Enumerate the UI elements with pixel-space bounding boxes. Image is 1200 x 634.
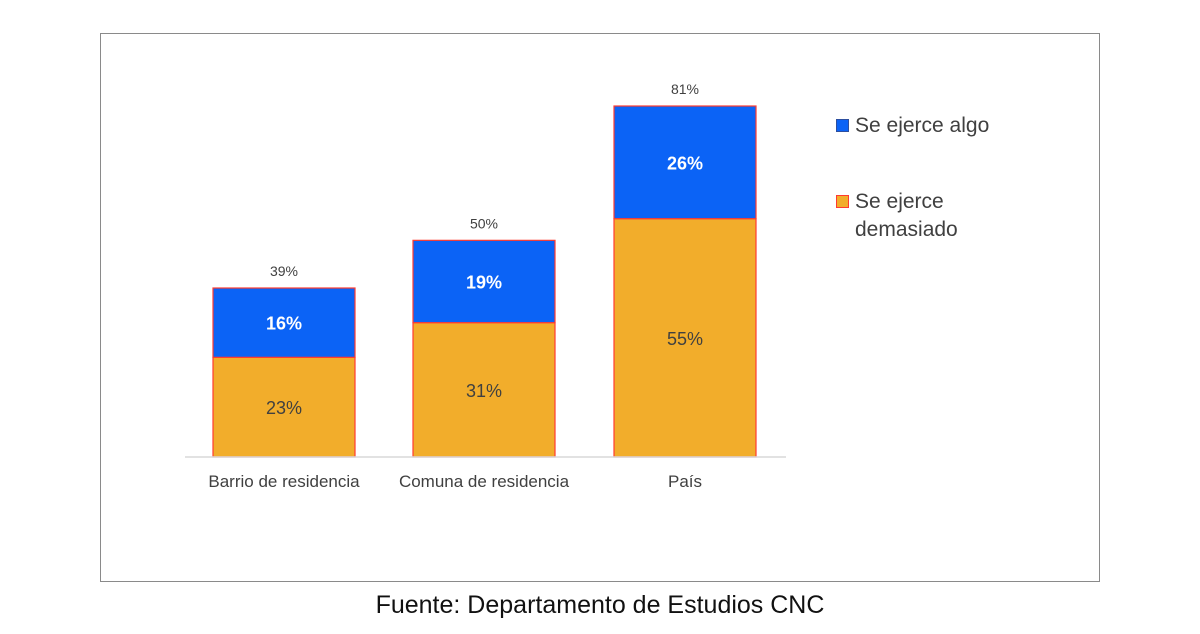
legend-swatch-orange xyxy=(836,195,849,208)
bars-layer xyxy=(212,105,757,458)
orange-bar-segment-3 xyxy=(613,218,757,458)
blue-bar-segment-1 xyxy=(212,287,356,358)
blue-bar-segment-3 xyxy=(613,105,757,220)
legend-item-se-ejerce-demasiado: Se ejerce demasiado xyxy=(836,188,1066,244)
blue-segment-label-1: 16% xyxy=(266,314,302,334)
blue-bar-segment-2 xyxy=(412,239,556,324)
total-label-1: 39% xyxy=(270,263,298,279)
category-label-1: Barrio de residencia xyxy=(208,472,360,491)
chart-legend: Se ejerce algo Se ejerce demasiado xyxy=(836,112,1066,244)
orange-segment-label-3: 55% xyxy=(667,329,703,349)
legend-item-se-ejerce-algo: Se ejerce algo xyxy=(836,112,1066,140)
labels-layer: 23% 16% 39% Barrio de residencia 31% 19% 50% Co… xyxy=(208,81,703,491)
blue-segment-label-3: 26% xyxy=(667,153,703,173)
legend-label-se-ejerce-demasiado: Se ejerce demasiado xyxy=(855,190,958,241)
total-label-3: 81% xyxy=(671,81,699,97)
category-label-2: Comuna de residencia xyxy=(399,472,570,491)
category-label-3: País xyxy=(668,472,702,491)
orange-segment-label-1: 23% xyxy=(266,398,302,418)
source-note: Fuente: Departamento de Estudios CNC xyxy=(375,591,825,619)
orange-bar-segment-1 xyxy=(212,356,356,458)
orange-bar-segment-2 xyxy=(412,322,556,458)
legend-swatch-blue xyxy=(836,119,849,132)
orange-segment-label-2: 31% xyxy=(466,381,502,401)
legend-label-se-ejerce-algo: Se ejerce algo xyxy=(855,114,990,137)
blue-segment-label-2: 19% xyxy=(466,273,502,293)
total-label-2: 50% xyxy=(470,215,498,231)
